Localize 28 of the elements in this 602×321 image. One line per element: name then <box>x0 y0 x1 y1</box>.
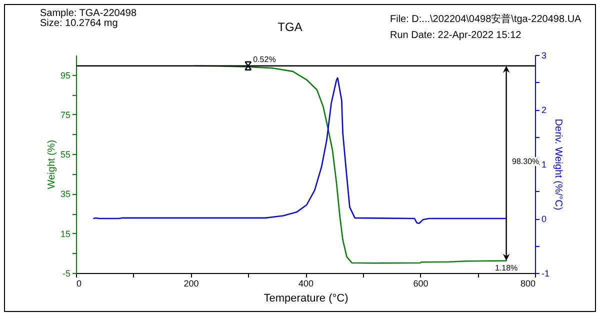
text: Size: 10.2764 mg <box>40 18 118 29</box>
y2-tick-label: 1 <box>542 160 547 170</box>
text: File: D:...\202204\0498安普\tga-220498.UA <box>390 12 582 26</box>
x-tick-label: 200 <box>184 278 199 288</box>
y-tick-label: 55 <box>60 150 70 160</box>
x-tick-label: 800 <box>520 278 536 288</box>
y2-tick-label: -1 <box>542 268 550 278</box>
line-series <box>92 77 507 224</box>
y-axis-title: Weight (%) <box>46 140 58 190</box>
x-tick-label: 600 <box>413 278 428 288</box>
y-tick-label: 35 <box>60 189 70 200</box>
text: Sample: TGA-220498 <box>40 8 137 19</box>
y2-tick-label: 2 <box>542 105 547 115</box>
annotation: 0.52% <box>253 54 276 64</box>
y2-tick-label: 3 <box>542 50 547 60</box>
x-tick-label: 400 <box>298 278 314 288</box>
x-tick-label: 0 <box>76 278 82 288</box>
text: Run Date: 22-Apr-2022 15:12 <box>390 30 522 41</box>
y-tick-label: 75 <box>60 110 70 120</box>
x-axis-title: Temperature (°C) <box>264 292 348 304</box>
y-tick-label: 15 <box>60 228 70 239</box>
chart-title: TGA <box>278 20 302 34</box>
annotation: 98.30% <box>512 157 540 166</box>
y2-tick-label: 0 <box>542 214 547 224</box>
y-tick-label: -5 <box>62 268 70 278</box>
annotation: 1.18% <box>494 264 518 273</box>
y-tick-label: 95 <box>60 70 70 80</box>
y2-axis-title: Deriv. Weight (%/°C) <box>552 118 564 210</box>
